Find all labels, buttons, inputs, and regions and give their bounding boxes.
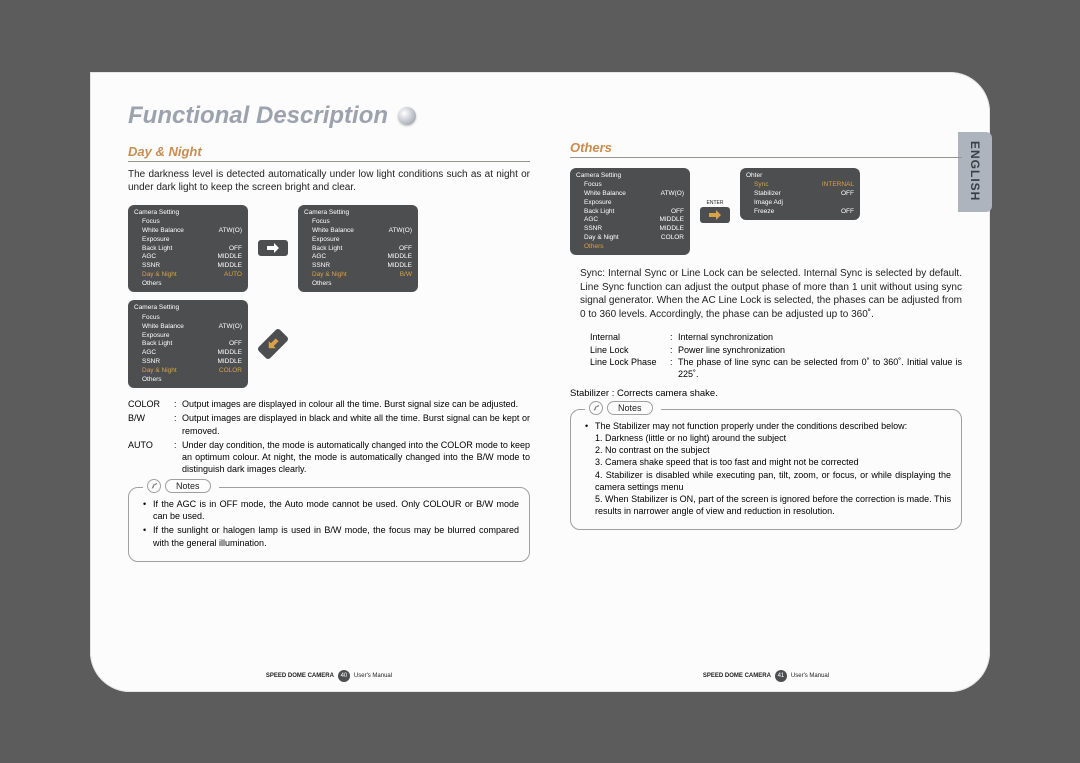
menu-row: Exposure	[312, 236, 412, 245]
menu-row: Others	[142, 376, 242, 385]
page-title: Functional Description	[128, 102, 530, 130]
menu-row: Back LightOFF	[142, 340, 242, 349]
menu-row: Focus	[142, 218, 242, 227]
menu-row: Back LightOFF	[312, 245, 412, 254]
footer-prefix: SPEED DOME CAMERA	[266, 673, 334, 679]
note-sub-item: 1. Darkness (little or no light) around …	[595, 432, 951, 444]
mode-row: AUTO:Under day condition, the mode is au…	[128, 439, 530, 475]
menu-box-others-right: Ohter SyncINTERNALStabilizerOFFImage Adj…	[740, 168, 860, 221]
note-item: If the sunlight or halogen lamp is used …	[143, 524, 519, 548]
page-footer-left: SPEED DOME CAMERA 40 User's Manual	[128, 670, 530, 682]
menu-row: SSNRMIDDLE	[584, 225, 684, 234]
menu-row: SSNRMIDDLE	[312, 262, 412, 271]
definition-row: Internal:Internal synchronization	[590, 331, 962, 343]
notes-text: Notes	[165, 479, 211, 493]
arrow-right-icon	[258, 240, 288, 256]
right-page: Others Camera Setting FocusWhite Balance…	[550, 102, 972, 682]
footer-suffix: User's Manual	[791, 673, 829, 679]
stabilizer-text: Stabilizer : Corrects camera shake.	[570, 388, 962, 399]
menu-row: Day & NightAUTO	[142, 271, 242, 280]
menu-header: Camera Setting	[304, 209, 412, 218]
mode-row: B/W:Output images are displayed in black…	[128, 412, 530, 436]
footer-suffix: User's Manual	[354, 673, 392, 679]
notes-intro: The Stabilizer may not function properly…	[585, 420, 951, 517]
menu-header: Camera Setting	[576, 172, 684, 181]
menu-row: FreezeOFF	[754, 208, 854, 217]
menu-row: Image Adj	[754, 199, 854, 208]
notes-icon	[589, 401, 603, 415]
menu-row: White BalanceATW(O)	[142, 323, 242, 332]
menu-row: Exposure	[142, 236, 242, 245]
menu-row: Focus	[584, 181, 684, 190]
arrow-down-left-icon	[257, 328, 290, 361]
definition-row: Line Lock Phase:The phase of line sync c…	[590, 356, 962, 380]
menu-box-others-left: Camera Setting FocusWhite BalanceATW(O)E…	[570, 168, 690, 256]
menu-row: Day & NightB/W	[312, 271, 412, 280]
title-text: Functional Description	[128, 102, 388, 130]
notes-intro-text: The Stabilizer may not function properly…	[595, 421, 907, 431]
menu-row: Back LightOFF	[142, 245, 242, 254]
page-number: 41	[775, 670, 787, 682]
enter-label: ENTER	[707, 200, 724, 206]
menu-row: White BalanceATW(O)	[584, 190, 684, 199]
menu-header: Ohter	[746, 172, 854, 181]
footer-prefix: SPEED DOME CAMERA	[703, 673, 771, 679]
note-sub-item: 5. When Stabilizer is ON, part of the sc…	[595, 493, 951, 517]
definition-list: Internal:Internal synchronizationLine Lo…	[570, 331, 962, 380]
menu-box-bw: Camera Setting FocusWhite BalanceATW(O)E…	[298, 205, 418, 293]
definition-row: Line Lock:Power line synchronization	[590, 344, 962, 356]
title-dot-icon	[398, 107, 416, 125]
menu-boxes-row-1: Camera Setting FocusWhite BalanceATW(O)E…	[128, 205, 530, 293]
note-sub-item: 2. No contrast on the subject	[595, 444, 951, 456]
intro-text: The darkness level is detected automatic…	[128, 168, 530, 195]
notes-icon	[147, 479, 161, 493]
menu-box-auto: Camera Setting FocusWhite BalanceATW(O)E…	[128, 205, 248, 293]
section-heading-others: Others	[570, 140, 962, 158]
menu-boxes-row-2: Camera Setting FocusWhite BalanceATW(O)E…	[128, 300, 530, 388]
menu-row: AGCMIDDLE	[584, 216, 684, 225]
menu-header: Camera Setting	[134, 209, 242, 218]
notes-box-right: Notes The Stabilizer may not function pr…	[570, 409, 962, 530]
notes-label: Notes	[143, 479, 219, 493]
menu-box-color: Camera Setting FocusWhite BalanceATW(O)E…	[128, 300, 248, 388]
menu-row: AGCMIDDLE	[312, 253, 412, 262]
menu-row: SyncINTERNAL	[754, 181, 854, 190]
menu-row: Day & NightCOLOR	[584, 234, 684, 243]
menu-row: Back LightOFF	[584, 208, 684, 217]
note-item: If the AGC is in OFF mode, the Auto mode…	[143, 498, 519, 522]
document-page: ENGLISH Functional Description Day & Nig…	[90, 72, 990, 692]
note-sub-item: 3. Camera shake speed that is too fast a…	[595, 456, 951, 468]
menu-row: Others	[312, 280, 412, 289]
mode-descriptions: COLOR:Output images are displayed in col…	[128, 398, 530, 477]
menu-row: Others	[142, 280, 242, 289]
menu-row: AGCMIDDLE	[142, 349, 242, 358]
notes-label: Notes	[585, 401, 661, 415]
page-number: 40	[338, 670, 350, 682]
menu-row: White BalanceATW(O)	[142, 227, 242, 236]
sync-paragraph: Sync: Internal Sync or Line Lock can be …	[570, 267, 962, 321]
menu-boxes-row-right: Camera Setting FocusWhite BalanceATW(O)E…	[570, 168, 962, 256]
menu-row: SSNRMIDDLE	[142, 262, 242, 271]
menu-row: SSNRMIDDLE	[142, 358, 242, 367]
notes-text: Notes	[607, 401, 653, 415]
menu-row: StabilizerOFF	[754, 190, 854, 199]
menu-row: Focus	[312, 218, 412, 227]
menu-row: Day & NightCOLOR	[142, 367, 242, 376]
arrow-right-enter-icon	[700, 207, 730, 223]
note-sub-item: 4. Stabilizer is disabled while executin…	[595, 469, 951, 493]
section-heading-day-night: Day & Night	[128, 144, 530, 162]
menu-row: Exposure	[142, 332, 242, 341]
left-page: Functional Description Day & Night The d…	[128, 102, 550, 682]
notes-box-left: Notes If the AGC is in OFF mode, the Aut…	[128, 487, 530, 562]
menu-row: White BalanceATW(O)	[312, 227, 412, 236]
page-footer-right: SPEED DOME CAMERA 41 User's Manual	[570, 670, 962, 682]
menu-row: Focus	[142, 314, 242, 323]
mode-row: COLOR:Output images are displayed in col…	[128, 398, 530, 410]
menu-row: Others	[584, 243, 684, 252]
menu-row: Exposure	[584, 199, 684, 208]
menu-row: AGCMIDDLE	[142, 253, 242, 262]
menu-header: Camera Setting	[134, 304, 242, 313]
